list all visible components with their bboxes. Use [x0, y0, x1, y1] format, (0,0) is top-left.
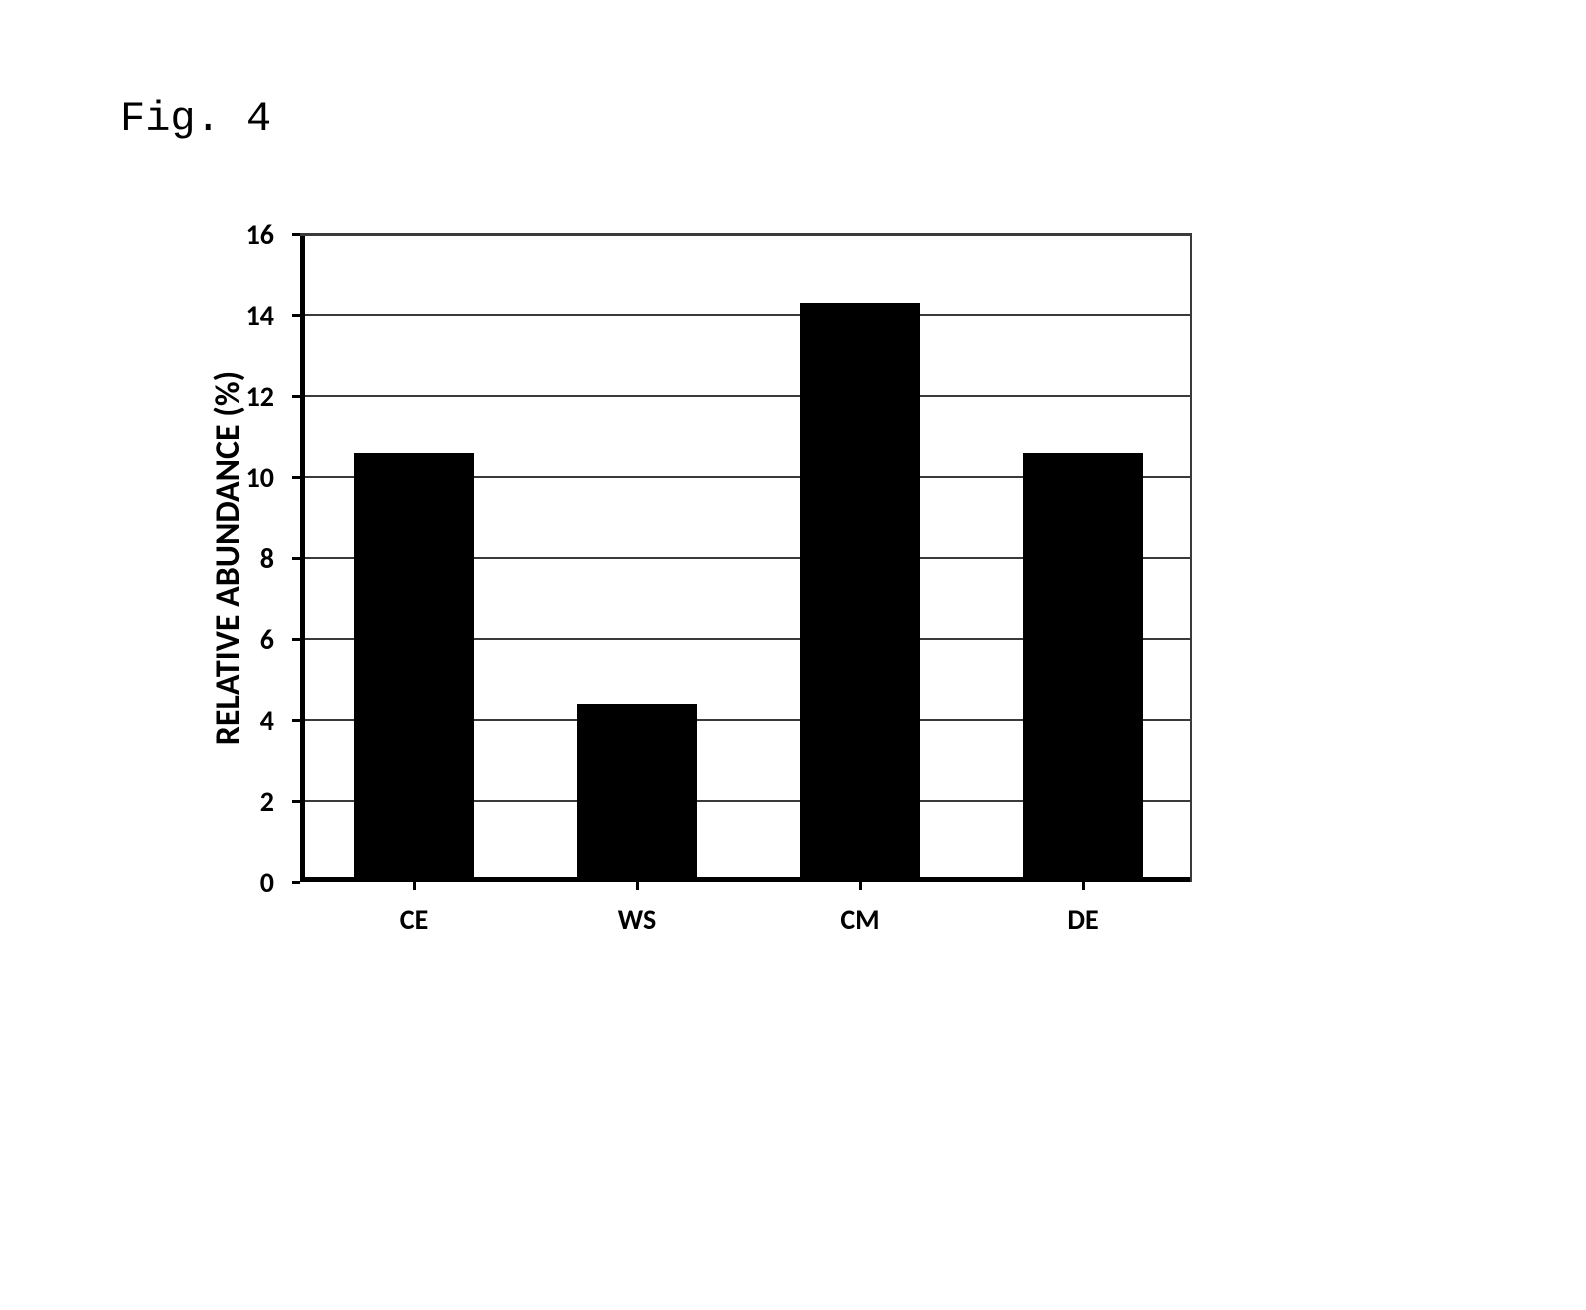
figure-label: Fig. 4	[120, 95, 271, 143]
x-tick-mark	[636, 882, 639, 890]
page: Fig. 4 RELATIVE ABUNDANCE (%) 0246810121…	[0, 0, 1586, 1310]
y-tick-mark	[292, 314, 300, 317]
axis-right	[1190, 234, 1192, 882]
y-tick-mark	[292, 881, 300, 884]
x-tick-label: CE	[354, 902, 474, 937]
axis-top	[300, 234, 1192, 236]
axis-left	[300, 234, 305, 882]
y-tick-mark	[292, 233, 300, 236]
y-tick-label: 6	[214, 622, 274, 657]
y-tick-label: 10	[214, 460, 274, 495]
y-tick-mark	[292, 476, 300, 479]
y-tick-mark	[292, 638, 300, 641]
bar	[577, 704, 697, 882]
y-tick-label: 0	[214, 865, 274, 900]
x-tick-mark	[1082, 882, 1085, 890]
y-tick-label: 16	[214, 217, 274, 252]
x-tick-label: WS	[577, 902, 697, 937]
bar	[800, 303, 920, 882]
bar	[1023, 453, 1143, 882]
x-tick-label: DE	[1023, 902, 1143, 937]
y-tick-mark	[292, 719, 300, 722]
x-tick-mark	[413, 882, 416, 890]
x-tick-label: CM	[800, 902, 920, 937]
plot-area	[300, 234, 1192, 882]
bar	[354, 453, 474, 882]
x-tick-mark	[859, 882, 862, 890]
y-tick-label: 12	[214, 379, 274, 414]
y-tick-label: 14	[214, 298, 274, 333]
gridline	[300, 314, 1192, 316]
y-tick-mark	[292, 557, 300, 560]
y-tick-mark	[292, 395, 300, 398]
axis-bottom	[300, 877, 1192, 882]
y-tick-label: 4	[214, 703, 274, 738]
y-tick-label: 2	[214, 784, 274, 819]
gridline	[300, 395, 1192, 397]
y-tick-mark	[292, 800, 300, 803]
y-tick-label: 8	[214, 541, 274, 576]
